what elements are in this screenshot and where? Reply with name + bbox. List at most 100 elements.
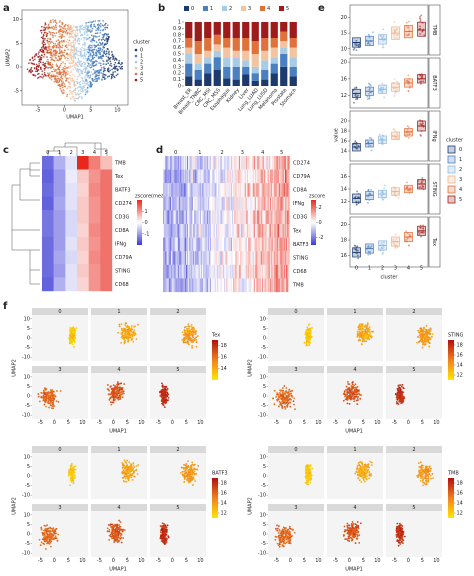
jitter-point — [370, 137, 373, 140]
point — [117, 398, 120, 401]
cell — [237, 278, 239, 293]
jitter-point — [367, 82, 370, 85]
cell — [228, 264, 230, 279]
point — [65, 27, 68, 30]
point — [68, 33, 71, 36]
cell — [215, 183, 218, 197]
point — [46, 56, 48, 58]
cell — [183, 278, 185, 293]
cell — [176, 278, 179, 293]
heatmap-cell — [88, 156, 101, 170]
cell — [186, 196, 188, 211]
point — [82, 68, 85, 71]
point — [31, 69, 33, 72]
cell — [195, 196, 197, 211]
jitter-point — [381, 242, 383, 244]
point — [102, 29, 104, 32]
cell — [259, 224, 261, 238]
point — [118, 59, 120, 62]
point — [52, 46, 55, 49]
cell — [176, 224, 179, 238]
point — [70, 35, 72, 38]
point — [85, 59, 88, 62]
point — [74, 89, 76, 91]
strip — [428, 163, 441, 215]
point — [85, 53, 88, 56]
row-label: TMB — [292, 283, 304, 289]
point — [59, 64, 62, 66]
y-tick-label: 10 — [260, 316, 266, 322]
jitter-point — [409, 189, 412, 192]
cell — [281, 196, 283, 211]
cell — [195, 156, 197, 170]
cell — [177, 264, 180, 279]
x-tick-label: 0 — [53, 420, 56, 426]
cell — [183, 210, 185, 225]
point — [98, 74, 101, 76]
cell — [212, 183, 214, 197]
cell — [258, 251, 260, 265]
facet-label: 0 — [58, 309, 61, 315]
point — [53, 74, 55, 77]
point — [306, 333, 309, 336]
point — [289, 390, 292, 393]
point — [113, 396, 116, 399]
cell — [167, 278, 169, 293]
point — [85, 31, 88, 33]
point — [54, 51, 57, 53]
cell — [250, 251, 252, 265]
point — [54, 43, 57, 45]
cell — [186, 264, 188, 279]
cell — [212, 237, 214, 252]
point — [303, 341, 306, 344]
cell — [259, 237, 261, 252]
point — [113, 389, 115, 392]
point — [111, 51, 113, 53]
cell — [238, 169, 241, 184]
bar-segment — [242, 60, 250, 67]
point — [72, 41, 75, 44]
jitter-point — [420, 231, 422, 234]
jitter-point — [419, 33, 422, 35]
cell — [281, 156, 283, 170]
jitter-point — [382, 245, 385, 248]
cell — [194, 251, 196, 265]
cell — [219, 278, 221, 293]
point — [92, 68, 95, 71]
cell — [165, 210, 167, 225]
cell — [250, 278, 252, 293]
cell — [169, 264, 172, 279]
legend-swatch — [134, 48, 138, 52]
cell — [188, 169, 190, 184]
point — [69, 49, 71, 51]
point — [108, 398, 111, 401]
facet-label: 4 — [117, 367, 120, 373]
point — [38, 63, 40, 65]
point — [366, 324, 368, 327]
cell — [175, 196, 177, 211]
cell — [167, 210, 169, 225]
cell — [252, 210, 254, 225]
cell — [218, 237, 220, 252]
cell — [252, 169, 254, 184]
point — [187, 338, 190, 341]
jitter-point — [382, 241, 385, 244]
y-tick-label: 16 — [341, 139, 347, 145]
point — [69, 74, 72, 77]
point — [121, 67, 124, 70]
cell — [268, 156, 271, 170]
jitter-point — [396, 88, 399, 91]
point — [77, 38, 80, 41]
cell — [211, 251, 213, 265]
cell — [279, 251, 281, 265]
cell — [261, 264, 264, 279]
point — [76, 78, 78, 81]
point — [75, 50, 78, 52]
point — [102, 20, 104, 22]
cell — [280, 183, 282, 197]
cell — [286, 224, 288, 238]
cell — [275, 156, 277, 170]
cell — [242, 264, 244, 279]
cell — [241, 169, 243, 184]
cell — [173, 278, 175, 293]
